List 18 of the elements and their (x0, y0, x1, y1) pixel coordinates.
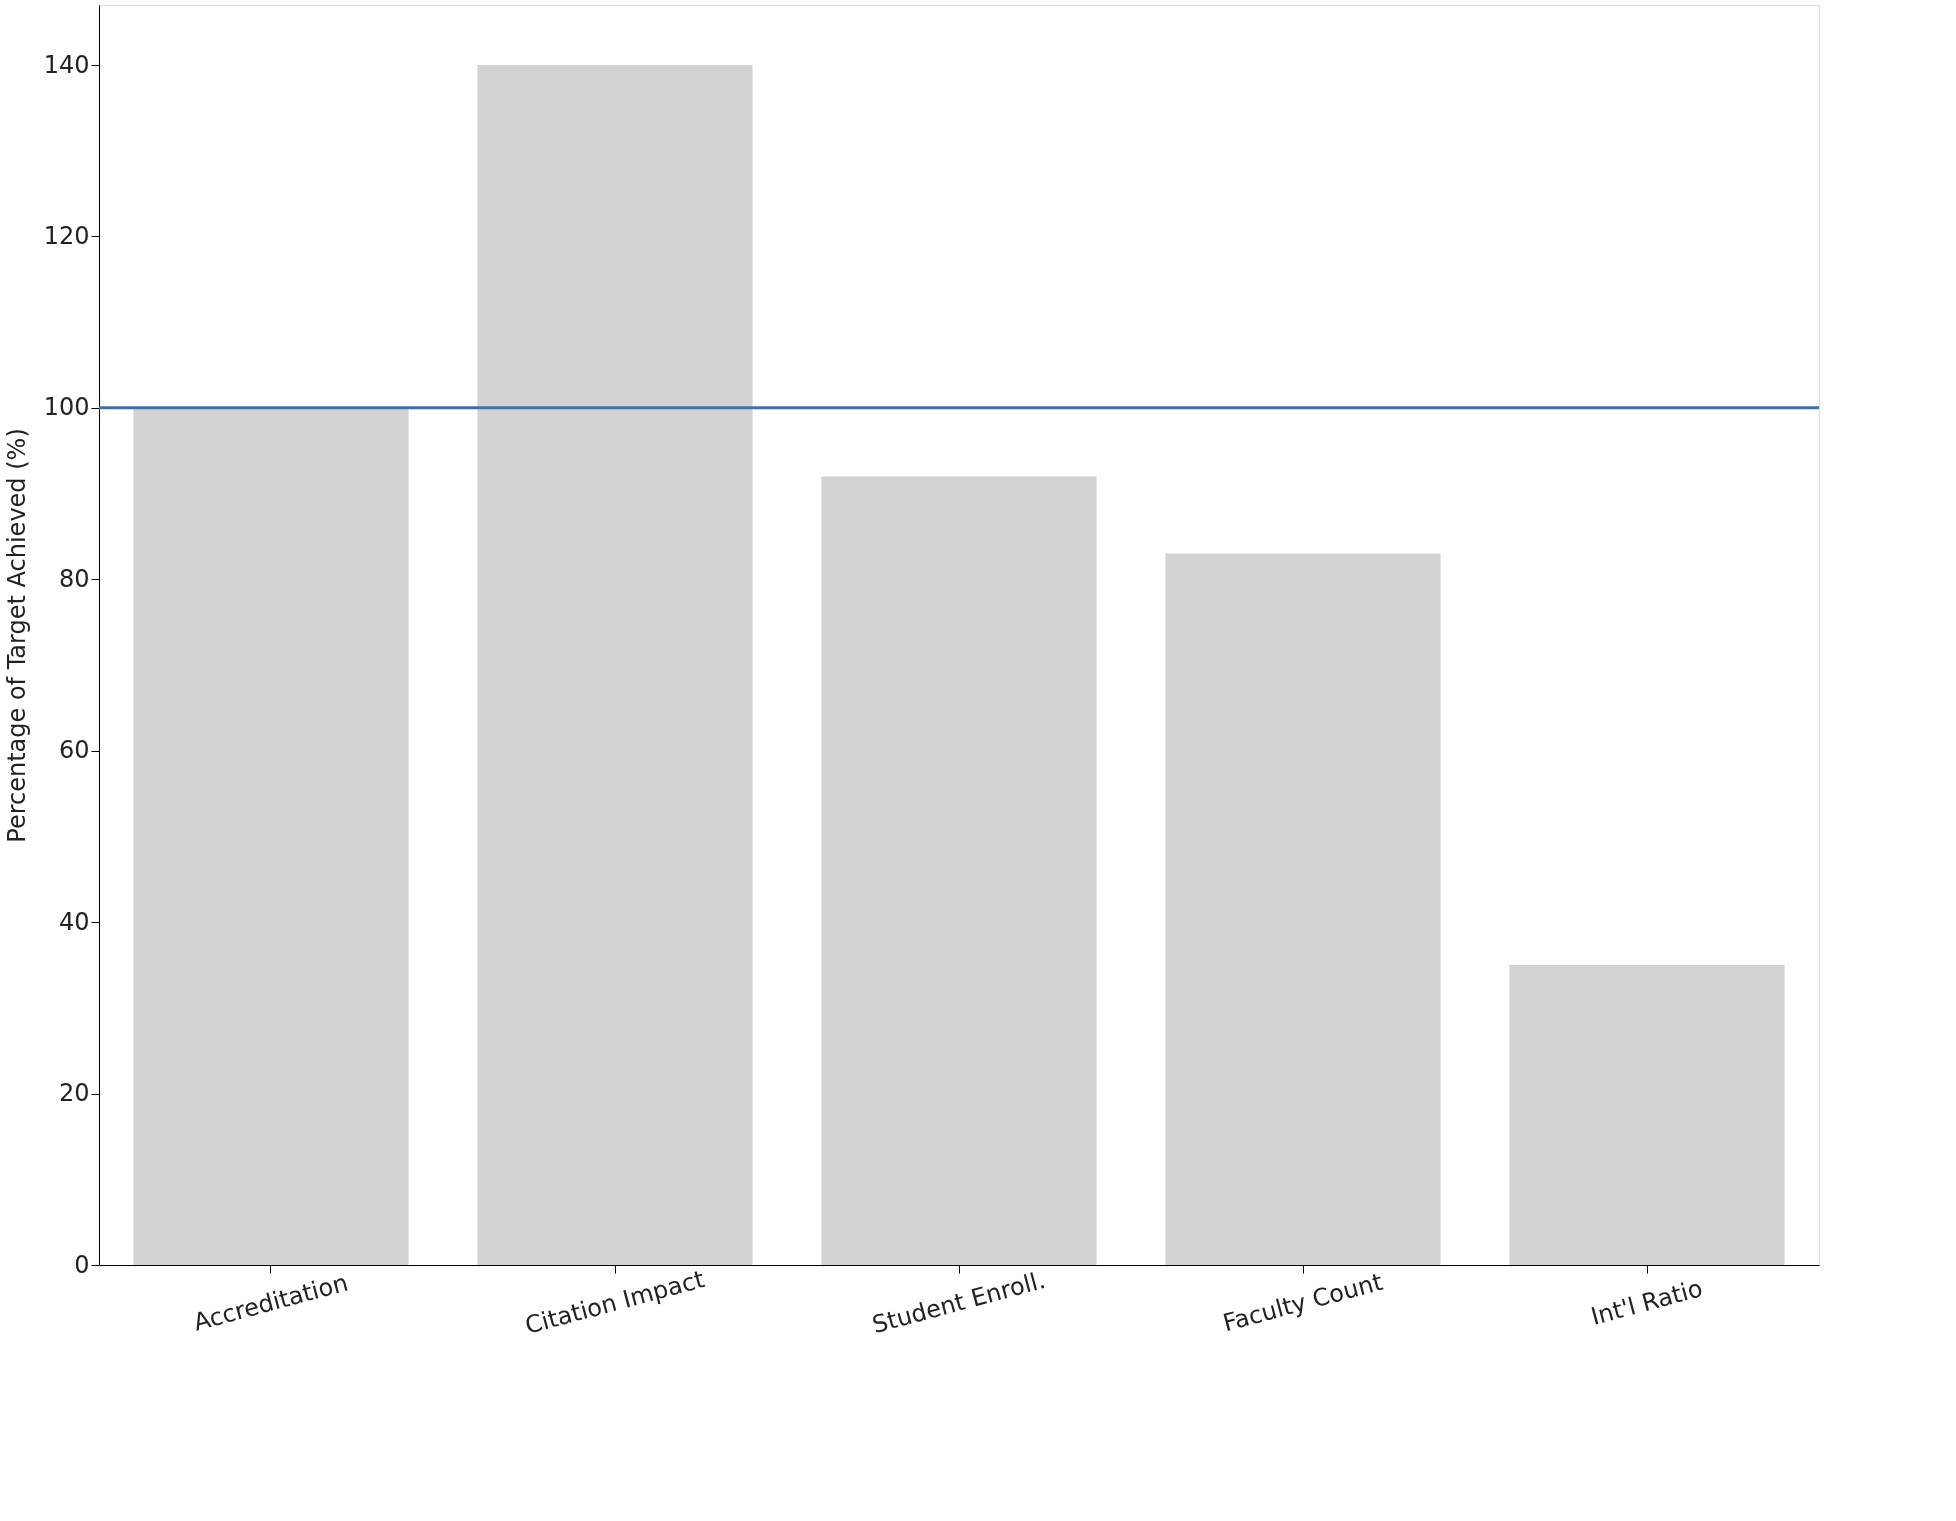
x-tick-label: Faculty Count (1219, 1267, 1386, 1338)
bar (1509, 965, 1785, 1265)
y-tick-label: 60 (58, 736, 90, 765)
x-tick-label: Citation Impact (522, 1265, 708, 1340)
y-tick-label: 100 (43, 393, 90, 422)
bar (821, 476, 1097, 1265)
y-tick-label: 40 (58, 907, 90, 936)
bar (477, 65, 753, 1265)
y-tick-label: 20 (58, 1079, 90, 1108)
y-tick-label: 140 (43, 50, 90, 79)
y-tick-label: 0 (74, 1250, 90, 1279)
bar (1165, 553, 1441, 1265)
y-axis-title: Percentage of Target Achieved (%) (2, 428, 31, 843)
x-tick-label: Student Enroll. (869, 1266, 1049, 1340)
bar (133, 407, 409, 1265)
x-tick-label: Int'l Ratio (1587, 1274, 1706, 1331)
y-tick-label: 120 (43, 221, 90, 250)
y-tick-label: 80 (58, 564, 90, 593)
